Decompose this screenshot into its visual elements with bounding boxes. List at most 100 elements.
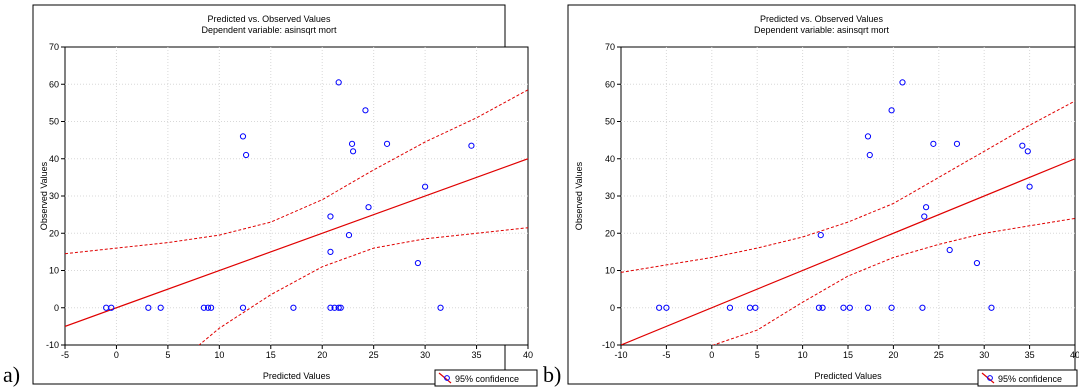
data-point bbox=[946, 246, 953, 254]
chart-subtitle: Dependent variable: asinsqrt mort bbox=[201, 25, 337, 35]
fit-line bbox=[621, 158, 1075, 345]
data-point bbox=[335, 304, 342, 311]
x-tick-label: 35 bbox=[472, 350, 482, 360]
data-point bbox=[840, 304, 847, 311]
chart-title: Predicted vs. Observed Values bbox=[208, 14, 331, 24]
x-tick-label: 10 bbox=[214, 350, 224, 360]
legend-point-swatch bbox=[987, 375, 993, 381]
y-tick-label: 10 bbox=[605, 266, 615, 276]
data-point bbox=[815, 304, 823, 311]
y-tick-label: 70 bbox=[605, 42, 615, 52]
y-tick-label: 0 bbox=[610, 303, 615, 313]
x-tick-label: -5 bbox=[662, 350, 670, 360]
plot-area bbox=[620, 46, 1076, 346]
data-point bbox=[327, 248, 334, 255]
data-point bbox=[752, 304, 759, 311]
lower-confidence-band bbox=[711, 217, 1075, 345]
data-point bbox=[145, 304, 152, 311]
y-axis-label: Observed Values bbox=[574, 161, 584, 230]
plot-layer bbox=[65, 79, 528, 345]
data-point bbox=[919, 304, 926, 311]
x-tick-label: 0 bbox=[709, 350, 714, 360]
data-point bbox=[888, 107, 895, 114]
data-point bbox=[327, 213, 334, 220]
x-tick-label: 40 bbox=[1070, 350, 1079, 360]
data-point bbox=[726, 304, 734, 311]
data-point bbox=[468, 142, 475, 149]
data-point bbox=[242, 151, 250, 159]
panel-label-a: a) bbox=[3, 362, 21, 387]
x-tick-label: 15 bbox=[843, 350, 853, 360]
data-point bbox=[208, 304, 215, 311]
lower-confidence-band bbox=[198, 227, 528, 345]
y-tick-label: -10 bbox=[46, 340, 59, 350]
y-tick-label: 20 bbox=[49, 228, 59, 238]
x-tick-label: -10 bbox=[614, 350, 627, 360]
plot-layer bbox=[621, 79, 1075, 345]
data-point bbox=[290, 304, 297, 311]
x-tick-label: 25 bbox=[934, 350, 944, 360]
data-point bbox=[663, 304, 670, 311]
data-point bbox=[437, 304, 444, 311]
x-tick-label: 5 bbox=[755, 350, 760, 360]
data-point bbox=[348, 140, 356, 147]
data-point bbox=[866, 151, 873, 159]
y-tick-label: 0 bbox=[54, 303, 59, 313]
x-tick-label: 30 bbox=[979, 350, 989, 360]
data-point bbox=[239, 304, 247, 311]
data-point bbox=[345, 232, 353, 239]
chart-title: Predicted vs. Observed Values bbox=[760, 14, 883, 24]
data-point bbox=[1024, 148, 1031, 155]
data-point bbox=[973, 259, 981, 267]
x-tick-label: 25 bbox=[369, 350, 379, 360]
x-tick-label: 20 bbox=[317, 350, 327, 360]
x-tick-label: 35 bbox=[1025, 350, 1035, 360]
x-tick-label: 10 bbox=[798, 350, 808, 360]
x-tick-label: 20 bbox=[888, 350, 898, 360]
data-point bbox=[365, 204, 372, 211]
legend-box bbox=[977, 369, 1078, 387]
y-tick-label: 50 bbox=[605, 117, 615, 127]
data-point bbox=[864, 133, 872, 140]
x-axis-label: Predicted Values bbox=[814, 371, 882, 381]
data-point bbox=[953, 140, 961, 147]
data-point bbox=[331, 304, 338, 311]
data-point bbox=[921, 213, 928, 220]
data-point bbox=[922, 204, 930, 211]
fit-line bbox=[65, 158, 528, 327]
y-tick-label: -10 bbox=[602, 340, 615, 350]
data-point bbox=[819, 304, 826, 311]
data-point bbox=[239, 133, 247, 140]
y-tick-label: 20 bbox=[605, 228, 615, 238]
upper-confidence-band bbox=[65, 89, 528, 255]
data-point bbox=[899, 79, 906, 86]
data-point bbox=[327, 304, 334, 311]
y-tick-label: 50 bbox=[49, 117, 59, 127]
data-point bbox=[200, 304, 207, 311]
x-tick-label: 40 bbox=[523, 350, 533, 360]
data-point bbox=[383, 140, 391, 147]
x-tick-label: -5 bbox=[61, 350, 69, 360]
data-point bbox=[930, 140, 937, 147]
data-point bbox=[988, 304, 995, 311]
y-tick-label: 30 bbox=[49, 191, 59, 201]
chart-subtitle: Dependent variable: asinsqrt mort bbox=[754, 25, 890, 35]
y-tick-label: 30 bbox=[605, 191, 615, 201]
legend-box bbox=[434, 369, 538, 387]
x-tick-label: 5 bbox=[165, 350, 170, 360]
data-point bbox=[888, 304, 895, 311]
data-point bbox=[422, 183, 429, 190]
data-point bbox=[335, 79, 342, 86]
data-point bbox=[349, 148, 357, 155]
data-point bbox=[656, 304, 663, 311]
data-point bbox=[108, 304, 115, 311]
data-point bbox=[817, 232, 824, 239]
data-point bbox=[1019, 142, 1026, 149]
y-tick-label: 60 bbox=[605, 79, 615, 89]
y-tick-label: 40 bbox=[605, 154, 615, 164]
y-axis-label: Observed Values bbox=[39, 161, 49, 230]
y-tick-label: 70 bbox=[49, 42, 59, 52]
data-point bbox=[157, 304, 164, 311]
legend-label: 95% confidence bbox=[455, 374, 519, 384]
